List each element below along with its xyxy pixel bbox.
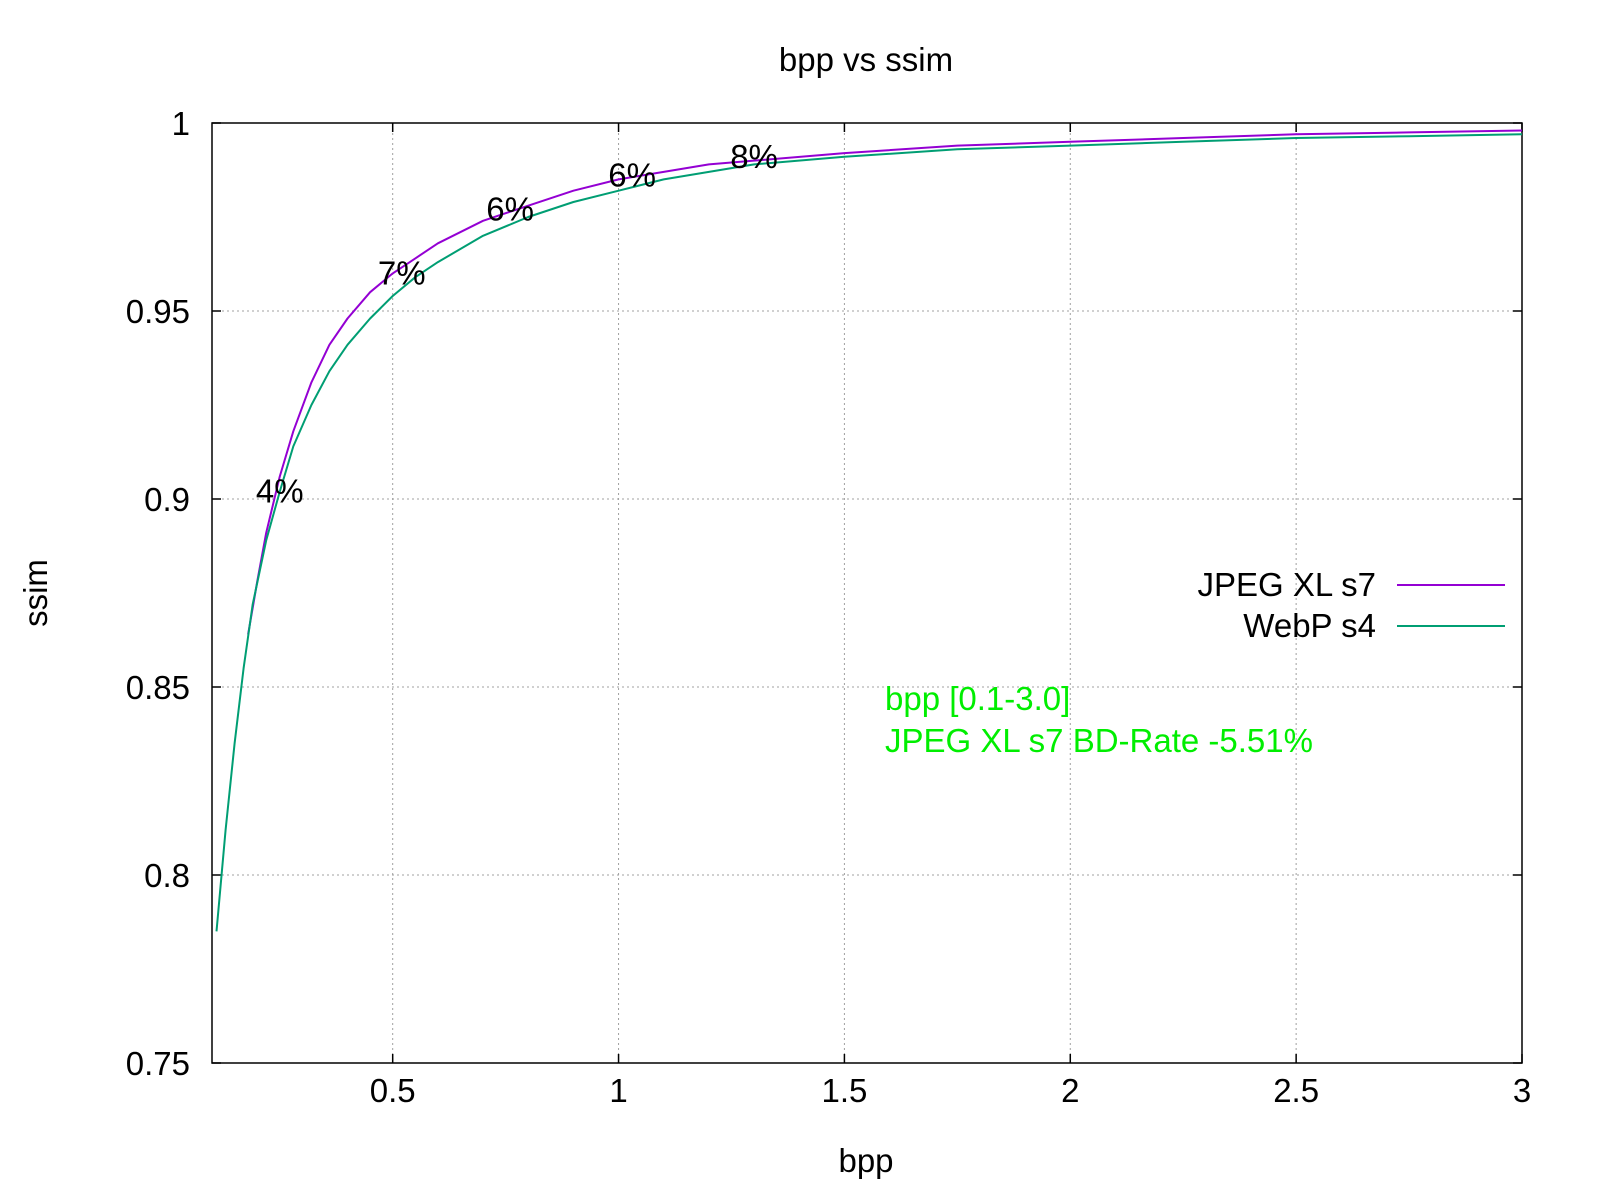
bd-rate-percent-label: 7% [378, 254, 426, 291]
grid [212, 123, 1522, 1063]
x-tick-label: 1 [609, 1072, 627, 1109]
y-axis-label: ssim [17, 559, 54, 627]
series [215, 129, 1523, 932]
bd-rate-note: bpp [0.1-3.0] JPEG XL s7 BD-Rate -5.51% [885, 680, 1313, 759]
y-tick-label: 0.85 [126, 669, 190, 706]
x-tick-label: 0.5 [370, 1072, 416, 1109]
y-tick-label: 0.8 [144, 857, 190, 894]
y-tick-label: 0.95 [126, 293, 190, 330]
legend-label: JPEG XL s7 [1197, 566, 1376, 603]
axis-ticks: 0.5 1 1.5 2 2.5 3 0.75 0.8 0.85 0.9 0.95 1 [126, 105, 1531, 1109]
legend-label: WebP s4 [1243, 607, 1376, 644]
series-line-2 [215, 133, 1523, 932]
bd-rate-percent-label: 6% [486, 190, 534, 227]
annotations: 4% 7% 6% 6% 8% [256, 138, 778, 510]
x-axis-label: bpp [838, 1142, 893, 1179]
series-line-1 [247, 129, 1523, 635]
plot-frame [211, 122, 1523, 1064]
bd-rate-percent-label: 6% [608, 157, 656, 194]
bd-rate-note-line: bpp [0.1-3.0] [885, 680, 1070, 717]
chart-title: bpp vs ssim [779, 41, 953, 78]
x-tick-label: 1.5 [821, 1072, 867, 1109]
legend: JPEG XL s7 WebP s4 [1197, 566, 1505, 644]
y-tick-label: 0.9 [144, 481, 190, 518]
x-tick-label: 2.5 [1273, 1072, 1319, 1109]
y-tick-label: 0.75 [126, 1045, 190, 1082]
x-tick-label: 3 [1513, 1072, 1531, 1109]
x-tick-label: 2 [1061, 1072, 1079, 1109]
y-tick-label: 1 [172, 105, 190, 142]
bd-rate-percent-label: 8% [730, 138, 778, 175]
bd-rate-percent-label: 4% [256, 472, 304, 509]
bd-rate-note-line: JPEG XL s7 BD-Rate -5.51% [885, 722, 1313, 759]
